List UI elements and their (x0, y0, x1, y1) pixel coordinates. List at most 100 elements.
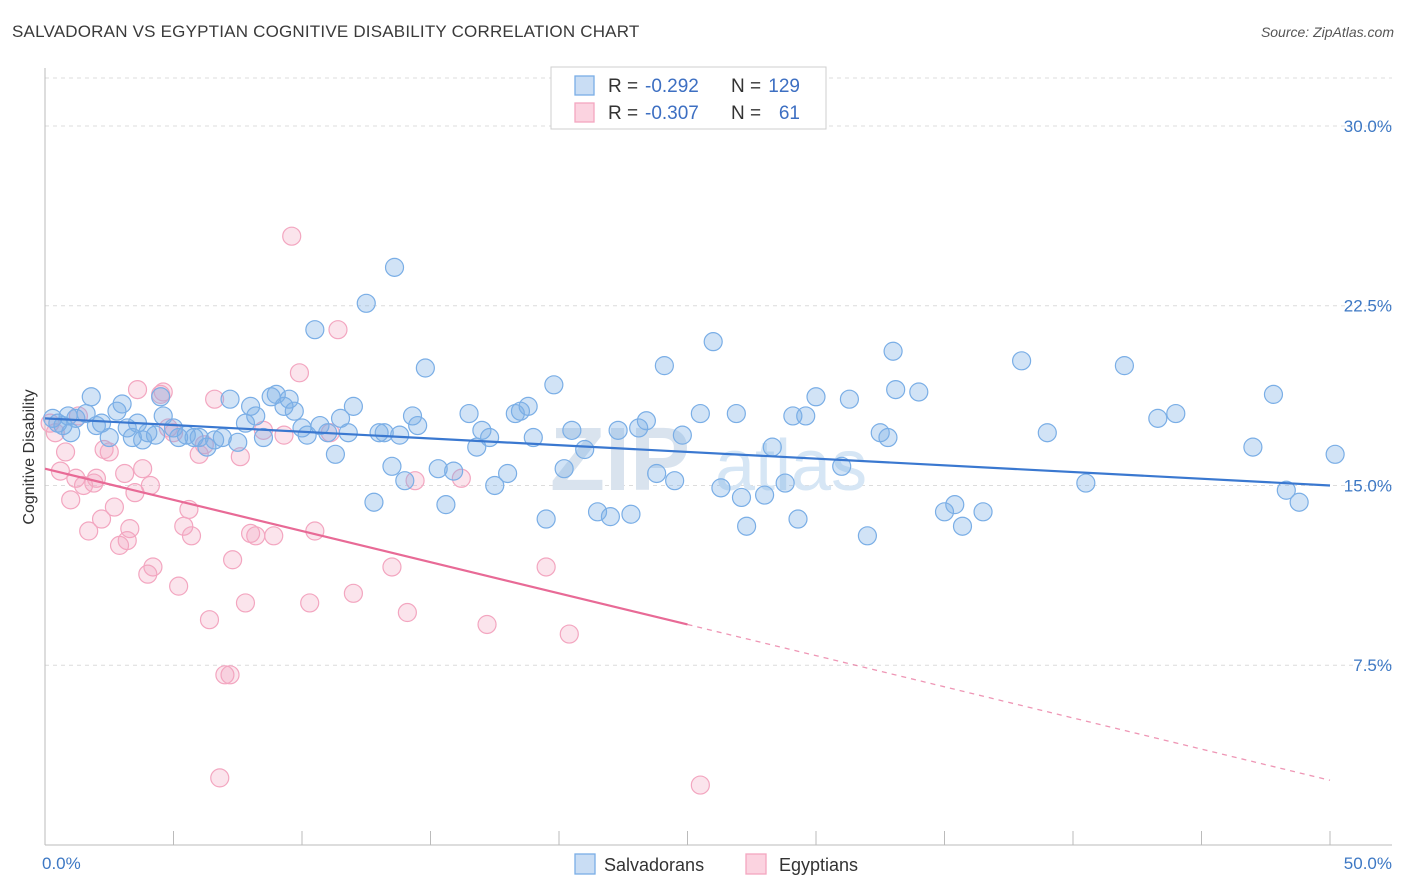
point-egyptians (127, 379, 148, 400)
point-salvadorans (703, 332, 723, 352)
point-salvadorans (1114, 356, 1135, 376)
point-salvadorans (711, 478, 731, 498)
legend-r-label-2: R = (608, 103, 638, 124)
point-salvadorans (665, 471, 685, 491)
point-salvadorans (832, 456, 852, 476)
point-salvadorans (1243, 437, 1263, 457)
point-salvadorans (66, 408, 86, 428)
point-salvadorans (886, 379, 906, 400)
point-salvadorans (1148, 408, 1168, 428)
point-salvadorans (973, 502, 993, 522)
legend-n-label-1: N = (731, 76, 761, 97)
point-salvadorans (909, 382, 929, 402)
legend-r-value-2: -0.307 (645, 103, 699, 124)
point-egyptians (382, 557, 402, 577)
point-salvadorans (629, 418, 649, 438)
point-salvadorans (945, 495, 965, 515)
bottom-legend-label-egyptians: Egyptians (779, 855, 858, 875)
point-salvadorans (726, 403, 746, 424)
point-egyptians (536, 557, 556, 577)
point-salvadorans (189, 427, 209, 448)
point-salvadorans (731, 487, 752, 508)
point-salvadorans (621, 504, 641, 524)
point-salvadorans (600, 507, 621, 527)
point-salvadorans (228, 432, 248, 452)
point-salvadorans (562, 420, 582, 440)
point-salvadorans (544, 375, 564, 395)
point-salvadorans (266, 384, 286, 404)
point-egyptians (305, 521, 325, 541)
y-tick-label: 22.5% (1344, 297, 1392, 316)
y-tick-label: 30.0% (1344, 117, 1392, 136)
point-salvadorans (1037, 423, 1057, 443)
point-salvadorans (415, 358, 435, 378)
point-egyptians (477, 614, 497, 635)
point-salvadorans (151, 387, 171, 407)
chart-source: Source: ZipAtlas.com (1260, 24, 1394, 40)
point-salvadorans (1276, 480, 1296, 500)
point-egyptians (451, 468, 471, 488)
point-egyptians (397, 602, 417, 623)
legend-n-label-2: N = (731, 103, 761, 124)
point-egyptians (690, 775, 710, 795)
trend-line-egyptians (44, 467, 688, 626)
point-salvadorans (1076, 473, 1096, 493)
point-salvadorans (444, 461, 464, 481)
point-salvadorans (857, 526, 878, 546)
point-salvadorans (737, 516, 757, 536)
legend-r-label-1: R = (608, 76, 638, 97)
point-salvadorans (310, 415, 330, 436)
point-salvadorans (395, 471, 415, 491)
point-egyptians (223, 550, 243, 570)
point-egyptians (343, 583, 363, 603)
point-egyptians (181, 526, 202, 546)
series-egyptians-points (40, 226, 710, 795)
point-salvadorans (112, 394, 132, 414)
point-salvadorans (480, 427, 500, 448)
trend-lines (44, 417, 1331, 781)
point-salvadorans (169, 427, 189, 448)
point-egyptians (133, 459, 153, 479)
point-salvadorans (636, 411, 656, 431)
point-salvadorans (338, 423, 358, 443)
point-salvadorans (99, 427, 119, 448)
point-egyptians (115, 463, 135, 484)
legend-n-value-1: 129 (768, 76, 800, 97)
point-salvadorans (197, 437, 217, 457)
point-salvadorans (883, 341, 903, 361)
point-salvadorans (554, 459, 574, 479)
bottom-legend-swatch-egyptians (745, 853, 767, 875)
point-salvadorans (952, 516, 973, 536)
point-salvadorans (402, 406, 423, 426)
tick-labels: 7.5% 15.0% 22.5% 30.0% 0.0% 50.0% (42, 117, 1392, 873)
point-egyptians (289, 363, 310, 383)
point-salvadorans (608, 420, 628, 440)
x-tick-label-min: 0.0% (42, 854, 81, 873)
point-salvadorans (575, 439, 595, 460)
point-salvadorans (145, 425, 166, 445)
point-egyptians (94, 439, 114, 460)
point-egyptians (91, 509, 112, 529)
point-egyptians (61, 490, 81, 510)
point-egyptians (559, 624, 579, 644)
point-salvadorans (518, 396, 538, 416)
point-salvadorans (690, 403, 710, 424)
point-salvadorans (762, 437, 782, 457)
point-egyptians (205, 389, 225, 409)
point-salvadorans (587, 502, 608, 522)
point-egyptians (86, 468, 107, 488)
point-salvadorans (754, 485, 775, 505)
point-egyptians (235, 593, 256, 613)
point-salvadorans (672, 425, 692, 445)
trend-line-salvadorans (44, 417, 1331, 487)
point-salvadorans (1166, 403, 1186, 424)
point-salvadorans (806, 387, 826, 407)
legend-box (550, 66, 827, 130)
point-salvadorans (1011, 351, 1032, 371)
point-salvadorans (325, 444, 346, 464)
watermark-zip: ZIP (550, 410, 690, 510)
bottom-legend-swatch-salvadorans (574, 853, 596, 875)
legend-n-value-2: 61 (779, 103, 800, 124)
point-salvadorans (364, 492, 384, 512)
